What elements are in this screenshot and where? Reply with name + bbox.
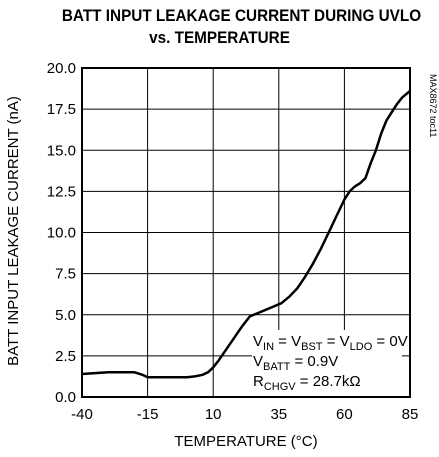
- grid-lines: [82, 68, 410, 397]
- x-axis-label: TEMPERATURE (°C): [174, 433, 317, 450]
- y-tick-label: 17.5: [47, 101, 76, 118]
- y-tick-label: 10.0: [47, 225, 76, 242]
- y-tick-label: 2.5: [55, 348, 76, 365]
- x-tick-label: 60: [336, 406, 353, 423]
- annotation-line-2: VBATT = 0.9V: [253, 353, 338, 373]
- part-code-label: MAX8672 toc11: [428, 74, 438, 137]
- y-tick-labels: 0.0 2.5 5.0 7.5 10.0 12.5 15.0 17.5 20.0: [47, 60, 76, 406]
- x-tick-label: 85: [402, 406, 419, 423]
- x-tick-label: -40: [71, 406, 93, 423]
- annotation-background: [252, 330, 402, 396]
- x-tick-label: 35: [270, 406, 287, 423]
- x-tick-label: -15: [137, 406, 159, 423]
- annotation-line-1: VIN = VBST = VLDO = 0V: [253, 333, 408, 353]
- y-tick-label: 15.0: [47, 142, 76, 159]
- y-tick-label: 20.0: [47, 60, 76, 77]
- y-tick-label: 7.5: [55, 266, 76, 283]
- y-tick-label: 5.0: [55, 307, 76, 324]
- chart-title: BATT INPUT LEAKAGE CURRENT DURING UVLO: [61, 6, 422, 25]
- series-line: [81, 90, 411, 379]
- y-tick-label: 0.0: [55, 389, 76, 406]
- x-tick-label: 10: [205, 406, 222, 423]
- chart-subtitle: vs. TEMPERATURE: [149, 28, 290, 47]
- plot-frame: [81, 67, 411, 398]
- y-tick-label: 12.5: [47, 183, 76, 200]
- y-axis-label: BATT INPUT LEAKAGE CURRENT (nA): [5, 96, 22, 366]
- annotation-line-3: RCHGV = 28.7kΩ: [253, 373, 361, 393]
- x-tick-labels: -40 -15 10 35 60 85: [71, 406, 418, 423]
